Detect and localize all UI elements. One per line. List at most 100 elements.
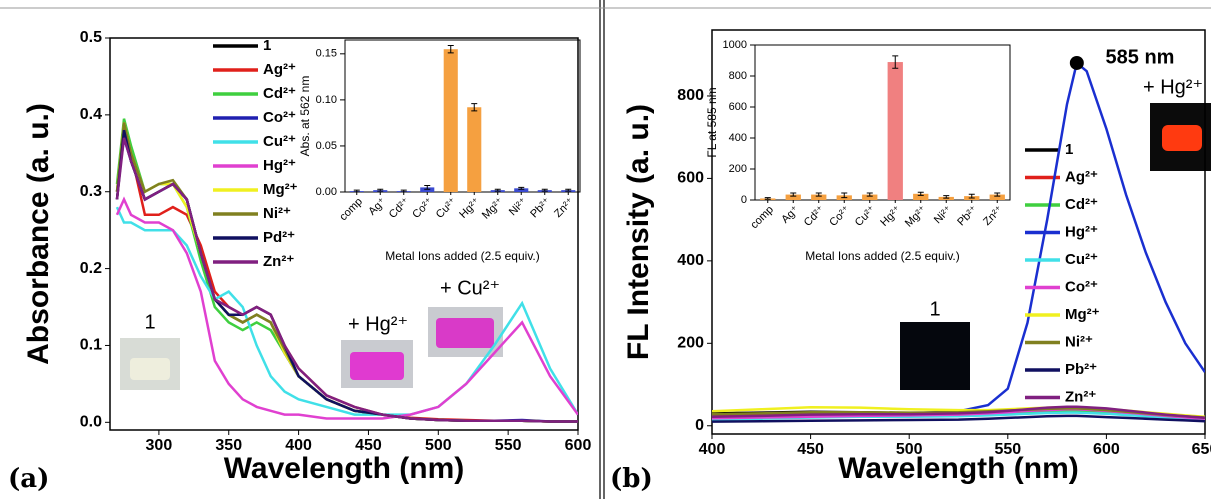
x-tick-label: Cd²⁺ bbox=[387, 196, 412, 221]
error-bar bbox=[541, 188, 548, 192]
y-tick-label: 0 bbox=[695, 417, 704, 434]
error-bar bbox=[565, 188, 572, 192]
x-tick-label: Cu²⁺ bbox=[853, 204, 878, 229]
error-bar bbox=[424, 185, 431, 190]
x-tick-label: 450 bbox=[797, 441, 824, 458]
annotation: + Hg²⁺ bbox=[1143, 76, 1203, 98]
legend-label: Cd²⁺ bbox=[263, 85, 296, 102]
bar bbox=[467, 107, 482, 192]
y-tick-label: 800 bbox=[677, 87, 704, 104]
y-tick-label: 800 bbox=[729, 70, 747, 82]
x-tick-label: 600 bbox=[1093, 441, 1120, 458]
legend-label: Hg²⁺ bbox=[1065, 223, 1098, 240]
legend-label: Co²⁺ bbox=[263, 109, 296, 126]
bar bbox=[989, 194, 1005, 200]
peak-label: 585 nm bbox=[1106, 46, 1175, 68]
x-tick-label: comp bbox=[748, 204, 776, 232]
legend-label: Pd²⁺ bbox=[263, 229, 295, 246]
line-series bbox=[712, 405, 1205, 420]
x-tick-label: 400 bbox=[699, 441, 726, 458]
photo bbox=[436, 318, 494, 348]
legend-label: Cu²⁺ bbox=[263, 133, 296, 150]
chart: 0.0 0.1 0.2 0.3 0.4 0.5 Wavelength (nm) Absorba… bbox=[22, 29, 592, 485]
error-bar bbox=[943, 195, 950, 199]
x-axis-label: Metal Ions added (2.5 equiv.) bbox=[805, 249, 960, 263]
plot-frame bbox=[344, 39, 581, 193]
bar bbox=[913, 193, 929, 200]
x-tick-label: Mg²⁺ bbox=[903, 204, 929, 230]
photo bbox=[900, 322, 970, 390]
x-tick-label: 350 bbox=[215, 437, 242, 454]
panel-label: (b) bbox=[610, 464, 653, 494]
plot-frame bbox=[754, 44, 1011, 201]
photo bbox=[130, 358, 170, 380]
x-tick-label: Mg²⁺ bbox=[480, 196, 506, 222]
y-tick-label: 400 bbox=[677, 252, 704, 269]
x-tick-label: Co²⁺ bbox=[410, 196, 435, 221]
y-tick-label: 600 bbox=[677, 170, 704, 187]
y-tick-label: 0.5 bbox=[80, 29, 102, 46]
error-bar bbox=[494, 188, 501, 192]
line-series bbox=[115, 196, 578, 420]
plot-frame bbox=[109, 37, 579, 431]
x-axis-label: Wavelength (nm) bbox=[838, 452, 1079, 485]
x-tick-label: 300 bbox=[146, 437, 173, 454]
error-bar bbox=[994, 192, 1001, 197]
x-tick-label: comp bbox=[337, 196, 365, 224]
error-bar bbox=[447, 45, 454, 54]
x-axis-label: Wavelength (nm) bbox=[224, 452, 465, 485]
x-tick-label: 500 bbox=[896, 441, 923, 458]
error-bar bbox=[841, 192, 848, 199]
bar bbox=[811, 194, 827, 200]
y-tick-label: 0.3 bbox=[80, 183, 102, 200]
x-tick-label: Ni²⁺ bbox=[932, 204, 955, 227]
annotation: + Hg²⁺ bbox=[348, 313, 408, 335]
bar bbox=[862, 194, 878, 200]
error-bar bbox=[968, 193, 975, 199]
x-tick-label: Cd²⁺ bbox=[802, 204, 827, 229]
y-tick-label: 0.0 bbox=[80, 414, 102, 431]
chart: 0 200 400 600 800 Wavelength (nm) FL Intensity… bbox=[622, 29, 1211, 485]
panel-label: (a) bbox=[8, 464, 49, 494]
y-axis-label: FL at 585 nm bbox=[705, 87, 719, 157]
x-tick-label: Ni²⁺ bbox=[507, 196, 530, 219]
y-tick-label: 0.10 bbox=[316, 94, 337, 106]
error-bar bbox=[892, 55, 899, 69]
legend-label: Cd²⁺ bbox=[1065, 196, 1098, 213]
x-tick-label: Hg²⁺ bbox=[878, 204, 903, 229]
y-tick-label: 1000 bbox=[723, 39, 747, 51]
bar bbox=[785, 194, 801, 200]
legend-label: Mg²⁺ bbox=[263, 181, 298, 198]
y-tick-label: 200 bbox=[729, 163, 747, 175]
x-tick-label: Hg²⁺ bbox=[457, 196, 482, 221]
y-tick-label: 0.15 bbox=[316, 48, 337, 60]
legend-label: Ag²⁺ bbox=[263, 61, 296, 78]
x-tick-label: Pb²⁺ bbox=[955, 204, 980, 229]
y-axis-label: Abs. at 562 nm bbox=[298, 76, 312, 157]
error-bar bbox=[917, 191, 924, 196]
error-bar bbox=[471, 103, 478, 112]
x-tick-label: Ag⁺ bbox=[779, 204, 801, 226]
y-tick-label: 0.00 bbox=[316, 186, 337, 198]
line-series bbox=[115, 137, 578, 423]
x-tick-label: 550 bbox=[994, 441, 1021, 458]
bar bbox=[443, 49, 458, 192]
error-bar bbox=[815, 192, 822, 197]
legend-label: Ni²⁺ bbox=[1065, 333, 1093, 350]
chart: 0.00 0.05 0.10 0.15 Metal Ions added (2.5 eq… bbox=[298, 39, 581, 263]
legend-label: Cu²⁺ bbox=[1065, 251, 1098, 268]
y-tick-label: 0.4 bbox=[80, 106, 102, 123]
error-bar bbox=[790, 192, 797, 197]
peak-marker bbox=[1069, 55, 1084, 70]
plot-frame bbox=[711, 29, 1206, 435]
chart: 0 200 400 600 800 1000 Metal Ions added (2.5 e… bbox=[705, 39, 1011, 263]
annotation: 1 bbox=[929, 298, 940, 320]
x-tick-label: Pb²⁺ bbox=[528, 196, 553, 221]
x-tick-label: 450 bbox=[355, 437, 382, 454]
y-tick-label: 400 bbox=[729, 132, 747, 144]
x-axis-label: Metal Ions added (2.5 equiv.) bbox=[385, 249, 540, 263]
annotation: 1 bbox=[144, 311, 155, 333]
bar bbox=[887, 62, 903, 200]
legend-label: 1 bbox=[263, 37, 271, 54]
